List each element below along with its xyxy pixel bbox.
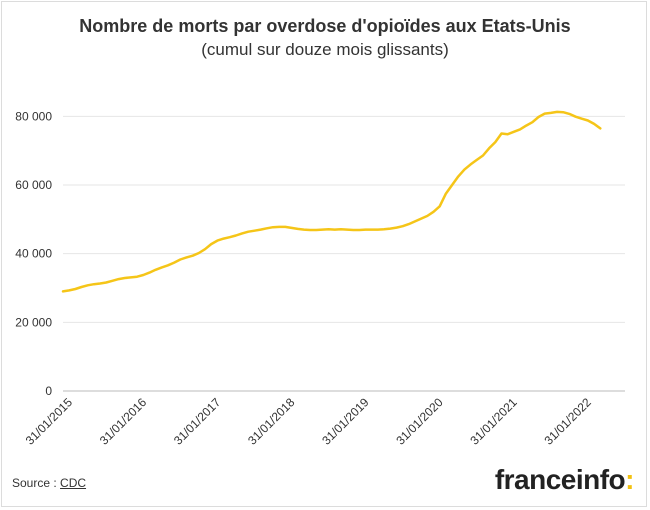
x-tick-label: 31/01/2018 (245, 395, 298, 448)
x-tick-label: 31/01/2019 (319, 395, 372, 448)
chart-subtitle: (cumul sur douze mois glissants) (201, 40, 449, 59)
brand-colon: : (625, 464, 634, 495)
x-tick-label: 31/01/2020 (393, 395, 446, 448)
series-line (61, 110, 602, 293)
x-tick-label: 31/01/2015 (23, 395, 76, 448)
x-tick-label: 31/01/2022 (542, 395, 595, 448)
source-note: Source : CDC (12, 476, 86, 490)
franceinfo-logo: franceinfo: (494, 464, 635, 496)
y-tick-label: 80 000 (15, 109, 52, 123)
x-tick-label: 31/01/2021 (467, 395, 520, 448)
x-tick-label: 31/01/2017 (171, 395, 224, 448)
x-tick-label: 31/01/2016 (97, 395, 150, 448)
chart-title: Nombre de morts par overdose d'opioïdes … (79, 16, 571, 36)
brand-name: franceinfo (494, 464, 626, 495)
source-link[interactable]: CDC (60, 476, 87, 490)
y-tick-label: 0 (45, 384, 52, 398)
y-tick-label: 40 000 (15, 247, 52, 261)
y-tick-label: 60 000 (15, 178, 52, 192)
y-tick-label: 20 000 (15, 315, 52, 329)
source-label: Source : (12, 476, 61, 490)
